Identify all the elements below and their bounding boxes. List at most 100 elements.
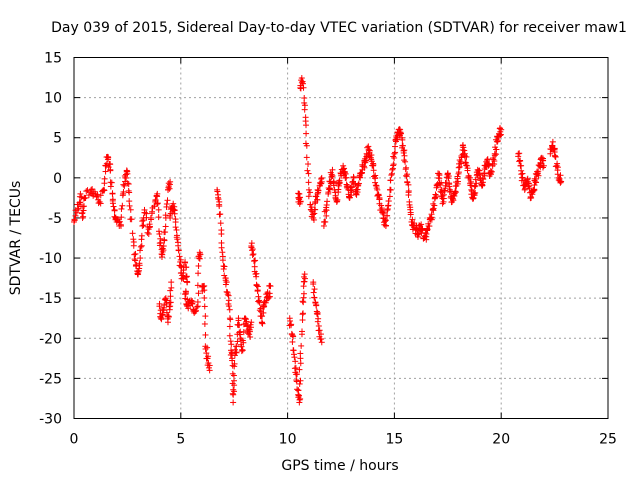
data-point xyxy=(231,377,238,384)
data-point xyxy=(403,172,410,179)
data-point xyxy=(389,166,396,173)
data-point xyxy=(531,187,538,194)
data-point xyxy=(297,198,304,205)
data-point xyxy=(385,198,392,205)
data-point xyxy=(201,303,208,310)
data-point xyxy=(386,193,393,200)
data-point xyxy=(488,168,495,175)
data-point xyxy=(470,194,477,201)
data-point xyxy=(372,179,379,186)
data-point xyxy=(81,203,88,210)
data-point xyxy=(175,247,182,254)
data-point xyxy=(554,164,561,171)
data-point xyxy=(318,178,325,185)
x-tick-label: 10 xyxy=(279,432,297,448)
data-point xyxy=(361,158,368,165)
data-point xyxy=(137,243,144,250)
data-point xyxy=(144,229,151,236)
data-point xyxy=(382,217,389,224)
data-point xyxy=(471,183,478,190)
data-point xyxy=(516,150,523,157)
data-point xyxy=(246,328,253,335)
data-point xyxy=(259,320,266,327)
data-point xyxy=(454,173,461,180)
data-point xyxy=(171,210,178,217)
data-point xyxy=(304,167,311,174)
data-point xyxy=(154,190,161,197)
data-point xyxy=(266,293,273,300)
data-point xyxy=(82,194,89,201)
y-tick-label: -25 xyxy=(39,371,62,387)
data-point xyxy=(253,273,260,280)
data-point xyxy=(164,197,171,204)
data-point xyxy=(294,371,301,378)
data-point xyxy=(138,232,145,239)
data-point xyxy=(525,180,532,187)
data-point xyxy=(156,230,163,237)
data-point xyxy=(297,350,304,357)
data-point xyxy=(355,181,362,188)
data-point xyxy=(201,294,208,301)
data-point xyxy=(311,294,318,301)
data-point xyxy=(355,180,362,187)
data-point xyxy=(445,173,452,180)
data-point xyxy=(217,211,224,218)
data-point xyxy=(161,237,168,244)
data-point xyxy=(79,214,86,221)
data-point xyxy=(107,183,114,190)
data-point xyxy=(354,186,361,193)
data-point xyxy=(252,257,259,264)
data-point xyxy=(201,287,208,294)
data-point xyxy=(460,144,467,151)
data-point xyxy=(300,310,307,317)
data-point xyxy=(392,149,399,156)
data-point xyxy=(405,192,412,199)
data-point xyxy=(168,279,175,286)
data-point xyxy=(162,223,169,230)
data-point xyxy=(310,216,317,223)
data-point xyxy=(463,153,470,160)
data-point xyxy=(163,300,170,307)
data-point xyxy=(120,181,127,188)
data-point xyxy=(402,158,409,165)
data-point xyxy=(118,205,125,212)
data-point xyxy=(111,206,118,213)
data-point xyxy=(340,165,347,172)
data-point xyxy=(303,142,310,149)
data-points xyxy=(71,75,565,406)
data-point xyxy=(183,274,190,281)
data-point xyxy=(74,206,81,213)
data-point xyxy=(297,85,304,92)
data-point xyxy=(313,302,320,309)
data-point xyxy=(356,173,363,180)
data-point xyxy=(137,247,144,254)
data-point xyxy=(160,243,167,250)
data-point xyxy=(258,319,265,326)
data-point xyxy=(128,216,135,223)
data-point xyxy=(226,323,233,330)
x-tick-label: 5 xyxy=(176,432,185,448)
data-point xyxy=(130,242,137,249)
x-tick-label: 25 xyxy=(599,432,617,448)
data-point xyxy=(415,231,422,238)
data-point xyxy=(391,150,398,157)
data-point xyxy=(195,262,202,269)
data-point xyxy=(110,203,117,210)
data-point xyxy=(291,354,298,361)
data-point xyxy=(430,205,437,212)
data-point xyxy=(132,250,139,257)
data-point xyxy=(300,290,307,297)
data-point xyxy=(155,206,162,213)
data-point xyxy=(249,246,256,253)
data-point xyxy=(519,174,526,181)
data-point xyxy=(305,179,312,186)
data-point xyxy=(195,270,202,277)
data-point xyxy=(296,399,303,406)
data-point xyxy=(556,175,563,182)
data-point xyxy=(88,186,95,193)
data-point xyxy=(328,173,335,180)
data-point xyxy=(312,300,319,307)
data-point xyxy=(343,174,350,181)
data-point xyxy=(94,191,101,198)
data-point xyxy=(247,324,254,331)
